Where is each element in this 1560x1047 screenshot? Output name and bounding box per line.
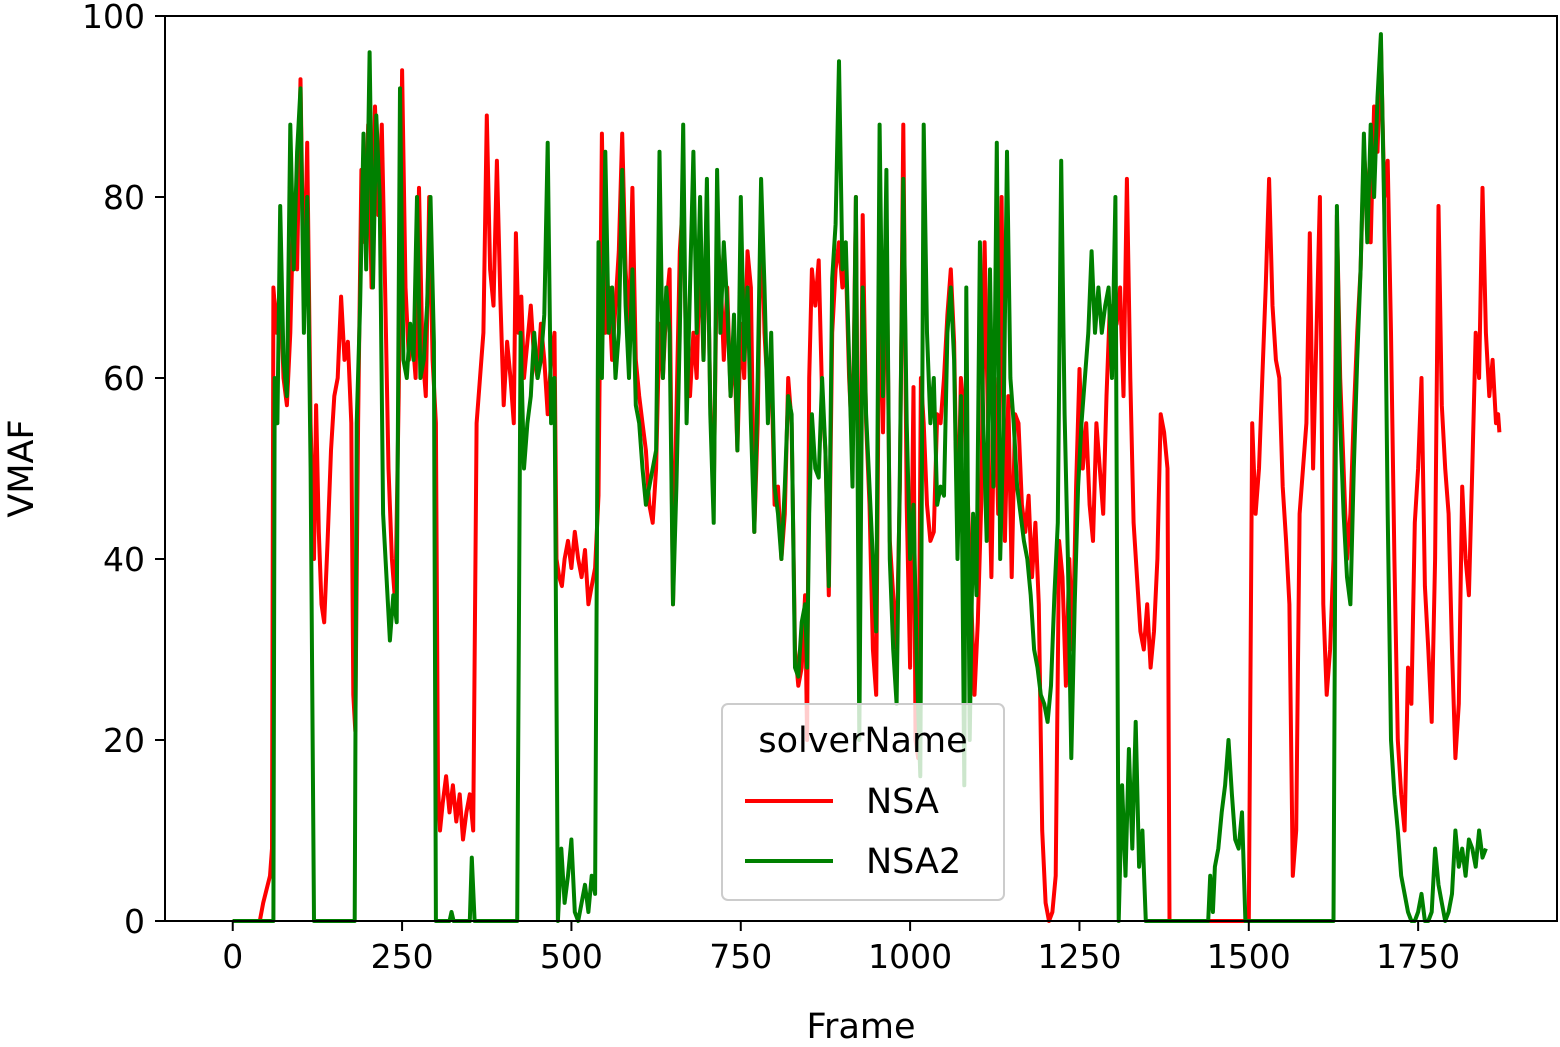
- x-axis: 0 250 500 750 1000 1250 1500 1750: [222, 921, 1460, 976]
- y-tick-label: 0: [124, 902, 145, 941]
- y-tick-label: 40: [103, 540, 145, 579]
- y-axis-label: VMAF: [2, 419, 42, 517]
- y-axis: 0 20 40 60 80 100: [82, 0, 165, 941]
- y-tick-label: 20: [103, 721, 145, 760]
- x-tick-label: 1500: [1207, 937, 1291, 976]
- plot-frame: [164, 15, 1558, 922]
- legend-title: solverName: [758, 721, 967, 761]
- series-line-nsa: [232, 41, 1502, 923]
- y-tick-label: 60: [103, 359, 145, 398]
- x-axis-label: Frame: [806, 1007, 915, 1047]
- x-tick-label: 0: [222, 937, 243, 976]
- x-tick-label: 1000: [868, 937, 952, 976]
- y-tick-label: 80: [103, 178, 145, 217]
- series-line-nsa2: [232, 32, 1488, 923]
- legend-box: [721, 703, 1005, 901]
- y-tick-label: 100: [82, 0, 145, 36]
- legend: solverName NSA NSA2: [721, 703, 1005, 901]
- legend-label-nsa: NSA: [866, 782, 939, 822]
- x-tick-label: 250: [371, 937, 434, 976]
- x-tick-label: 500: [540, 937, 603, 976]
- legend-label-nsa2: NSA2: [866, 842, 961, 882]
- x-tick-label: 750: [709, 937, 772, 976]
- x-tick-label: 1750: [1376, 937, 1460, 976]
- series-layer: [232, 32, 1502, 923]
- x-tick-label: 1250: [1037, 937, 1121, 976]
